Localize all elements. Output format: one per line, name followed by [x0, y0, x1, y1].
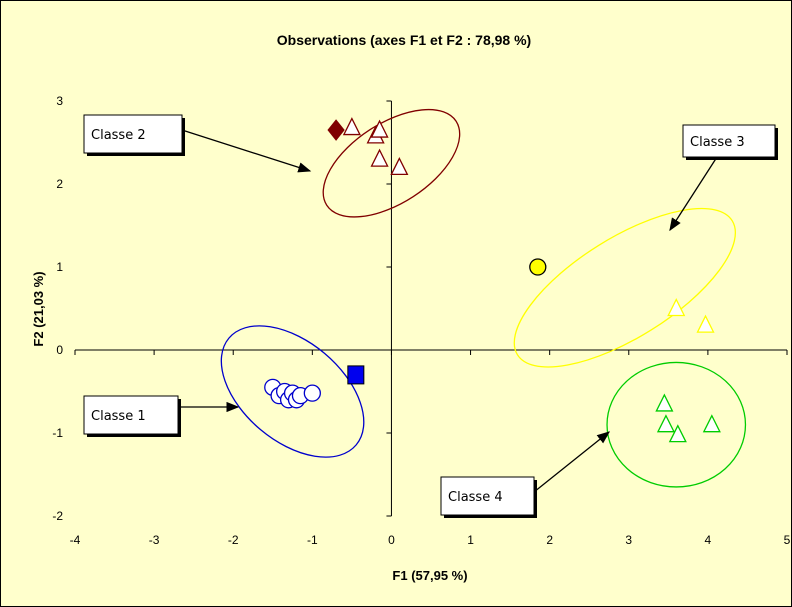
classe-2-point: [342, 117, 361, 136]
axes: -4 -3 -2 -1 0 1 2 3 4 5 -2 -1 0 1 2 3: [52, 94, 790, 547]
x-tick-label: 5: [784, 533, 791, 547]
classe-2-point: [370, 119, 389, 138]
x-tick-label: 4: [705, 533, 712, 547]
classe-4-label: Classe 4: [448, 490, 503, 505]
x-tick-label: -2: [228, 533, 239, 547]
classe-3-ellipse: [513, 207, 737, 368]
classe-2-ellipse: [322, 108, 461, 218]
classe-4-point: [656, 414, 676, 433]
classe-2-point: [390, 156, 409, 176]
x-tick-label: 3: [625, 533, 632, 547]
y-tick-label: 1: [56, 260, 63, 274]
classe-3-point: [667, 298, 686, 317]
classe-3-point: [696, 314, 715, 333]
classe-4-point: [655, 393, 674, 412]
y-tick-label: -1: [52, 426, 63, 440]
observation-points: [264, 117, 721, 443]
classe-1-label: Classe 1: [91, 409, 146, 424]
x-tick-label: 1: [467, 533, 474, 547]
y-axis-label: F2 (21,03 %): [31, 271, 46, 346]
y-tick-label: -2: [52, 509, 63, 523]
class-ellipses: [220, 108, 747, 488]
classe-3-arrow: [669, 156, 718, 232]
x-tick-label: 0: [388, 533, 395, 547]
classe-4-label-box: [440, 476, 535, 516]
classe-1-centroid: [347, 365, 365, 385]
classe-1-point: [303, 384, 321, 402]
classe-2-label-box: [83, 114, 183, 154]
classe-2-centroid: [327, 119, 345, 141]
classe-4-point: [702, 414, 721, 433]
x-axis-label: F1 (57,95 %): [392, 568, 467, 583]
y-tick-label: 3: [56, 94, 63, 108]
classe-2-arrow: [181, 129, 312, 173]
classe-2-label: Classe 2: [91, 128, 146, 143]
class-labels: Classe 1 Classe 2 Classe 3 Classe 4: [83, 114, 778, 518]
classe-1-label-box: [83, 395, 179, 435]
chart-title: Observations (axes F1 et F2 : 78,98 %): [277, 32, 531, 48]
y-tick-label: 2: [56, 177, 63, 191]
classe-4-arrow: [533, 431, 611, 493]
classe-2-point: [370, 148, 389, 167]
classe-4-point: [668, 424, 687, 443]
classe-3-label: Classe 3: [690, 135, 745, 150]
y-tick-label: 0: [56, 343, 63, 357]
x-tick-label: 2: [546, 533, 553, 547]
x-tick-label: -1: [307, 533, 318, 547]
classe-1-ellipse: [220, 325, 365, 458]
classe-4-ellipse: [606, 361, 747, 488]
classe-3-label-box: [682, 124, 776, 158]
x-tick-label: -3: [149, 533, 160, 547]
classe-3-centroid: [529, 258, 547, 276]
x-tick-label: -4: [70, 533, 81, 547]
